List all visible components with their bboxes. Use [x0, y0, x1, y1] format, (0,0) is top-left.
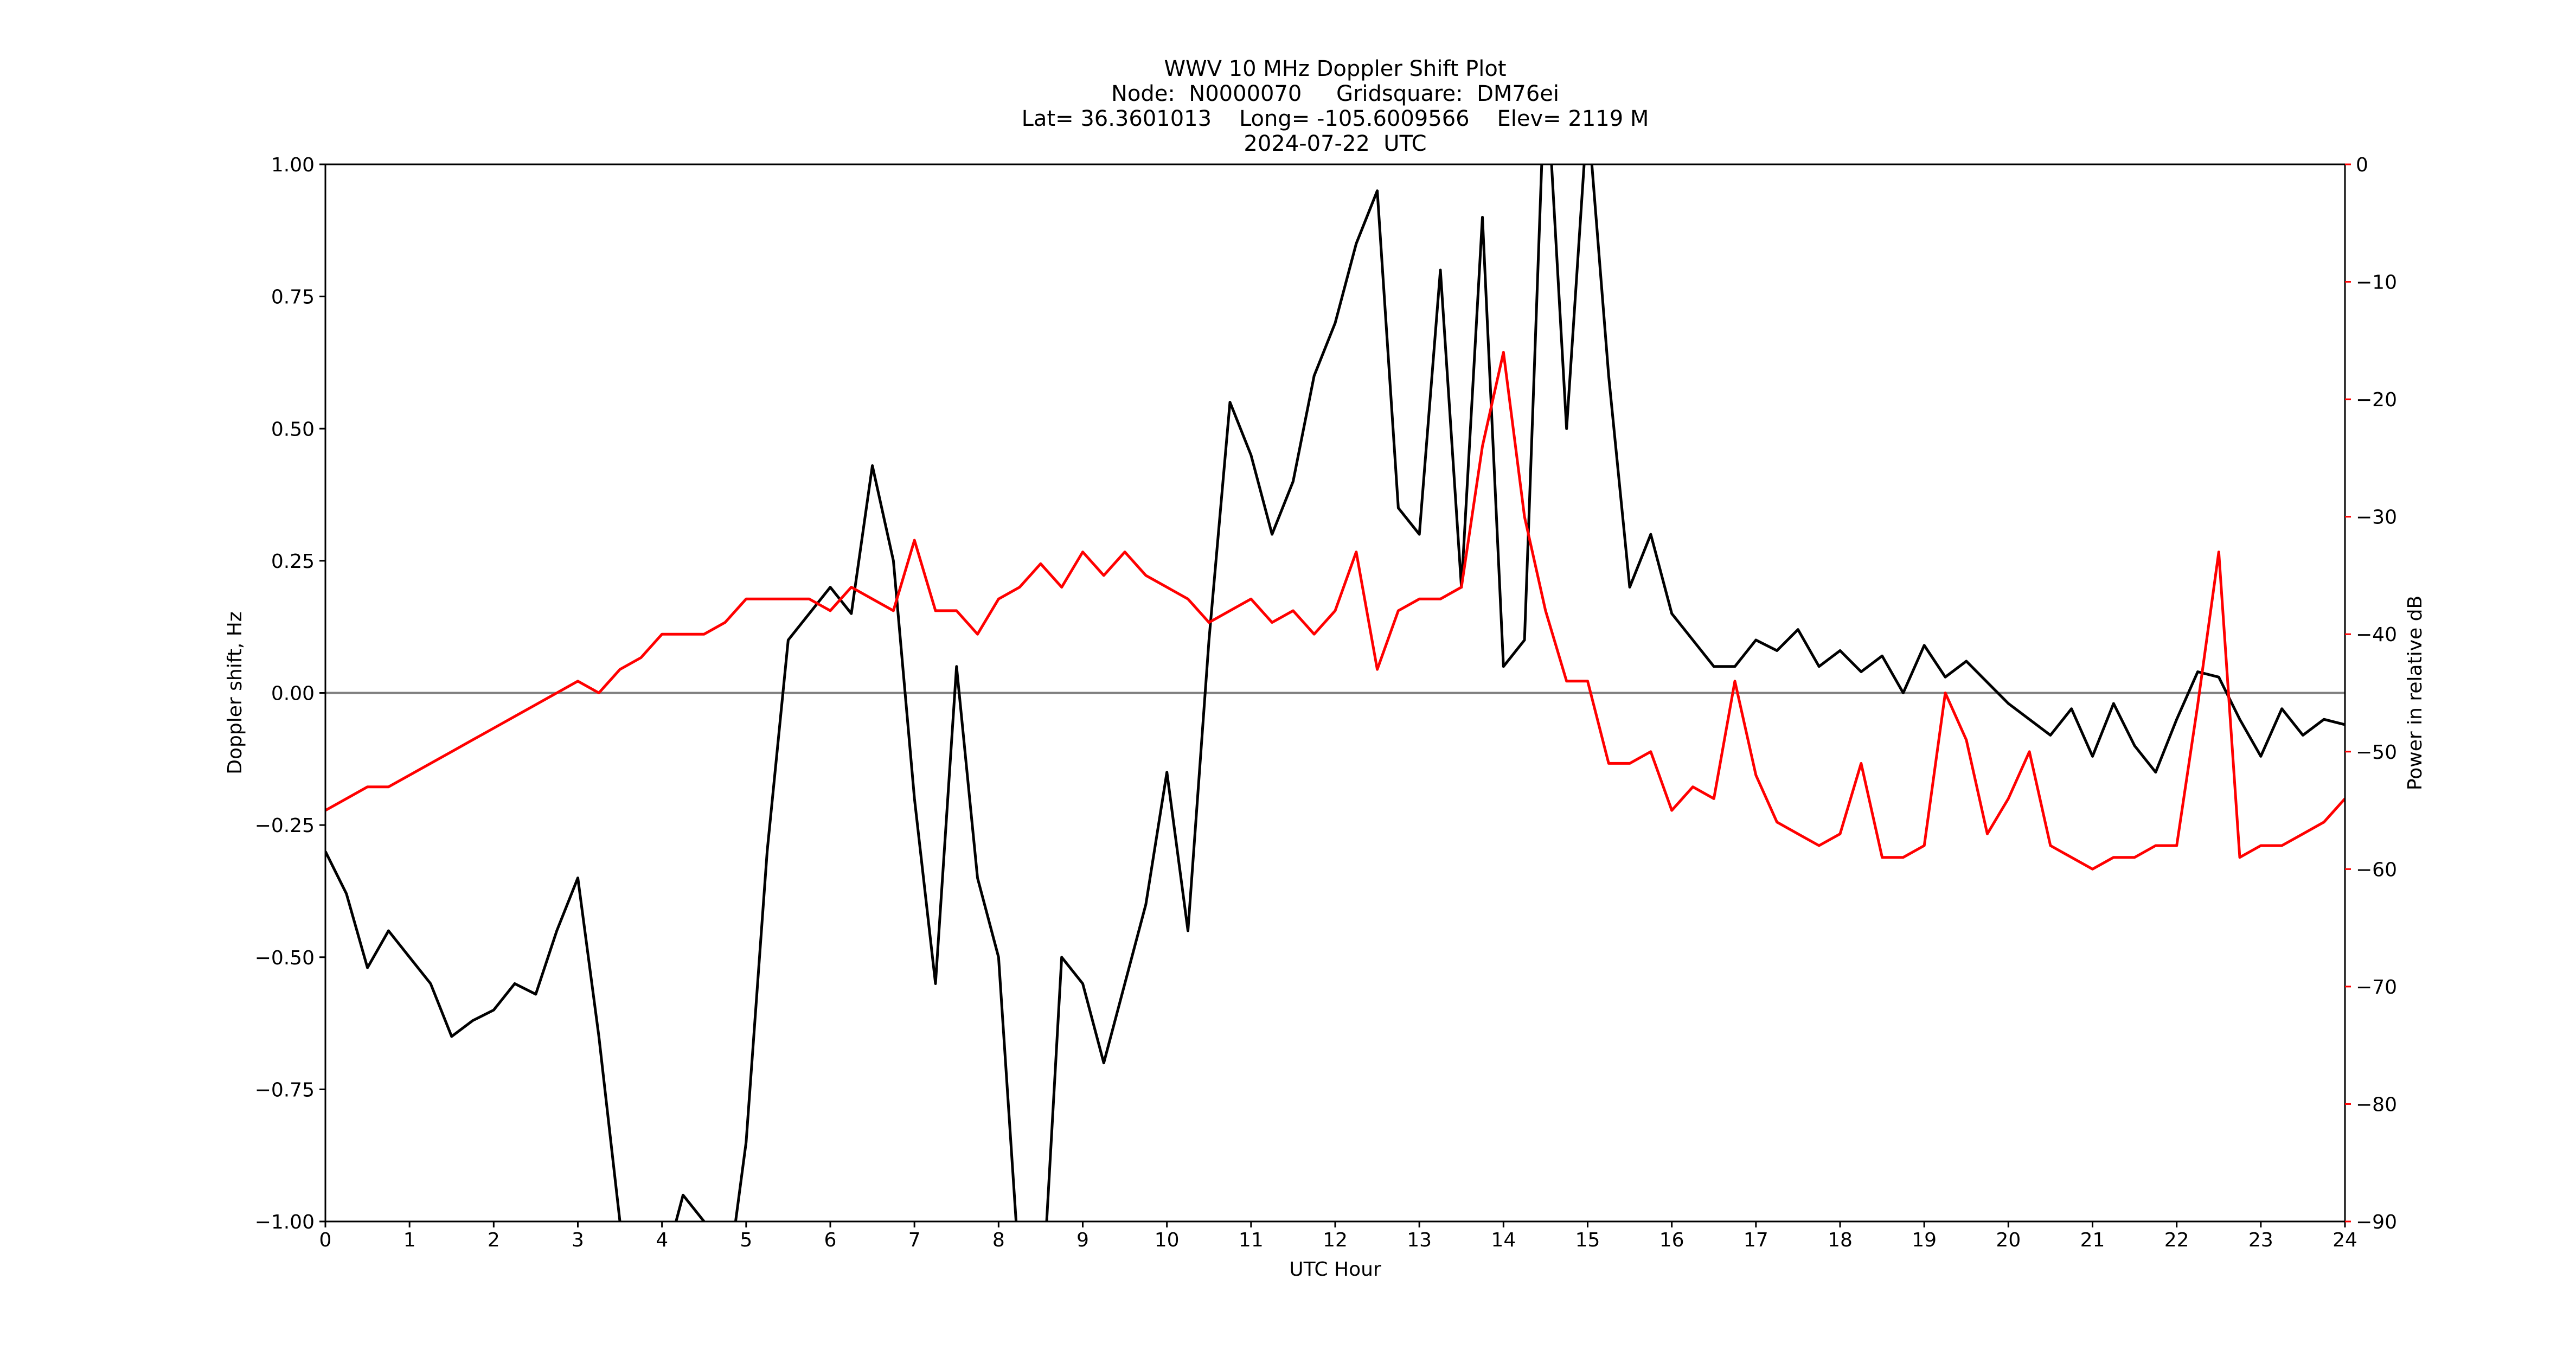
- y2-tick-label: −10: [2356, 272, 2397, 294]
- y-tick-label: −1.00: [255, 1211, 315, 1233]
- y-tick-label: −0.50: [255, 947, 315, 969]
- x-tick-label: 13: [1407, 1229, 1432, 1251]
- y-tick-label: 1.00: [271, 154, 315, 176]
- y-tick-label: −0.75: [255, 1079, 315, 1101]
- chart-title: Node: N0000070 Gridsquare: DM76ei: [1111, 81, 1559, 106]
- y2-tick-label: −50: [2356, 741, 2397, 764]
- y2-tick-label: −90: [2356, 1211, 2397, 1233]
- y2-tick-label: −60: [2356, 859, 2397, 881]
- y2-tick-label: −30: [2356, 507, 2397, 529]
- y2-axis-label: Power in relative dB: [2404, 596, 2426, 790]
- x-tick-label: 14: [1491, 1229, 1516, 1251]
- x-tick-label: 24: [2333, 1229, 2357, 1251]
- y2-tick-label: −70: [2356, 976, 2397, 999]
- x-tick-label: 12: [1323, 1229, 1348, 1251]
- x-tick-label: 15: [1575, 1229, 1600, 1251]
- x-tick-label: 7: [908, 1229, 921, 1251]
- x-tick-label: 21: [2080, 1229, 2105, 1251]
- plot-lines: [325, 164, 2345, 1221]
- x-tick-label: 19: [1912, 1229, 1937, 1251]
- data-line: [325, 351, 2345, 871]
- data-line: [325, 164, 2345, 1221]
- y-axis-label: Doppler shift, Hz: [224, 611, 246, 774]
- x-tick-label: 17: [1744, 1229, 1768, 1251]
- x-tick-label: 9: [1076, 1229, 1089, 1251]
- y-tick-label: 0.75: [271, 286, 315, 309]
- y-tick-label: 0.50: [271, 418, 315, 440]
- chart-title: 2024-07-22 UTC: [1244, 131, 1426, 156]
- x-tick-label: 2: [488, 1229, 500, 1251]
- y2-tick-label: −20: [2356, 389, 2397, 411]
- x-tick-label: 20: [1996, 1229, 2021, 1251]
- x-tick-label: 3: [572, 1229, 584, 1251]
- x-tick-label: 16: [1659, 1229, 1684, 1251]
- x-tick-label: 23: [2248, 1229, 2273, 1251]
- x-tick-label: 5: [740, 1229, 752, 1251]
- x-tick-label: 11: [1239, 1229, 1264, 1251]
- x-tick-label: 18: [1828, 1229, 1853, 1251]
- x-tick-label: 22: [2164, 1229, 2189, 1251]
- x-tick-label: 4: [656, 1229, 668, 1251]
- y-tick-label: 0.25: [271, 551, 315, 573]
- x-tick-label: 6: [824, 1229, 837, 1251]
- y2-tick-label: −80: [2356, 1093, 2397, 1116]
- y-tick-label: 0.00: [271, 683, 315, 705]
- chart-title: Lat= 36.3601013 Long= -105.6009566 Elev=…: [1022, 106, 1649, 131]
- chart-title: WWV 10 MHz Doppler Shift Plot: [1164, 56, 1506, 81]
- x-tick-label: 1: [403, 1229, 416, 1251]
- x-tick-label: 8: [992, 1229, 1005, 1251]
- y2-tick-label: 0: [2356, 154, 2368, 176]
- x-tick-label: 10: [1155, 1229, 1180, 1251]
- x-tick-label: 0: [319, 1229, 332, 1251]
- y-tick-label: −0.25: [255, 815, 315, 837]
- x-axis-label: UTC Hour: [1289, 1258, 1381, 1281]
- y2-tick-label: −40: [2356, 624, 2397, 646]
